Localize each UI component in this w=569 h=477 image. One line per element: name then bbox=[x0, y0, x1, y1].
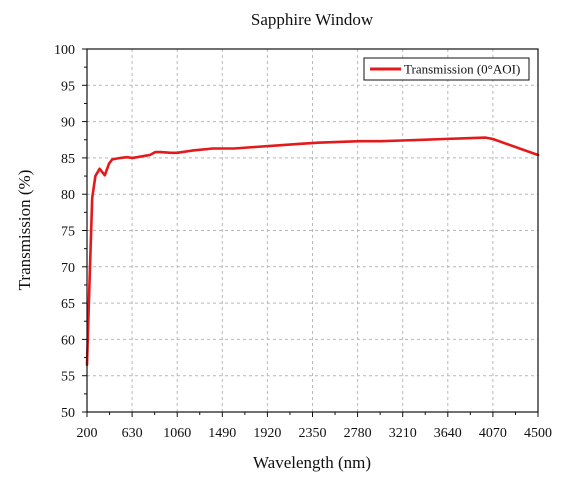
x-tick-label: 2350 bbox=[299, 426, 327, 441]
y-tick-label: 95 bbox=[61, 79, 75, 94]
x-tick-label: 1490 bbox=[208, 426, 236, 441]
y-axis-label: Transmission (%) bbox=[15, 170, 34, 291]
y-tick-labels: 50 55 60 65 70 75 80 85 90 95 100 bbox=[54, 43, 75, 421]
legend-entry: Transmission (0°AOI) bbox=[404, 62, 520, 77]
x-tick-label: 630 bbox=[122, 426, 143, 441]
y-tick-label: 80 bbox=[61, 188, 75, 203]
x-tick-label: 3640 bbox=[434, 426, 462, 441]
y-tick-label: 50 bbox=[61, 406, 75, 421]
legend: Transmission (0°AOI) bbox=[363, 57, 530, 81]
legend-box bbox=[363, 57, 530, 81]
series-line bbox=[85, 136, 540, 367]
plot-frame bbox=[86, 48, 539, 413]
y-tick-label: 70 bbox=[61, 261, 75, 276]
axis-ticks bbox=[82, 48, 539, 417]
y-tick-label: 60 bbox=[61, 333, 75, 348]
y-tick-label: 65 bbox=[61, 297, 75, 312]
x-tick-label: 4070 bbox=[479, 426, 507, 441]
y-tick-label: 55 bbox=[61, 370, 75, 385]
y-tick-label: 85 bbox=[61, 152, 75, 167]
x-tick-label: 4500 bbox=[524, 426, 552, 441]
grid-lines bbox=[87, 49, 538, 412]
x-tick-labels: 200 630 1060 1490 1920 2350 2780 3210 3640 4070 45… bbox=[77, 426, 553, 441]
x-tick-label: 3210 bbox=[389, 426, 417, 441]
y-tick-label: 90 bbox=[61, 116, 75, 131]
x-tick-label: 1060 bbox=[163, 426, 191, 441]
x-axis-label: Wavelength (nm) bbox=[253, 453, 371, 472]
chart-title: Sapphire Window bbox=[251, 10, 374, 29]
x-tick-label: 2780 bbox=[344, 426, 372, 441]
y-tick-label: 75 bbox=[61, 225, 75, 240]
x-tick-label: 200 bbox=[77, 426, 98, 441]
x-tick-label: 1920 bbox=[253, 426, 281, 441]
y-tick-label: 100 bbox=[54, 43, 75, 58]
series-layer bbox=[85, 136, 540, 367]
